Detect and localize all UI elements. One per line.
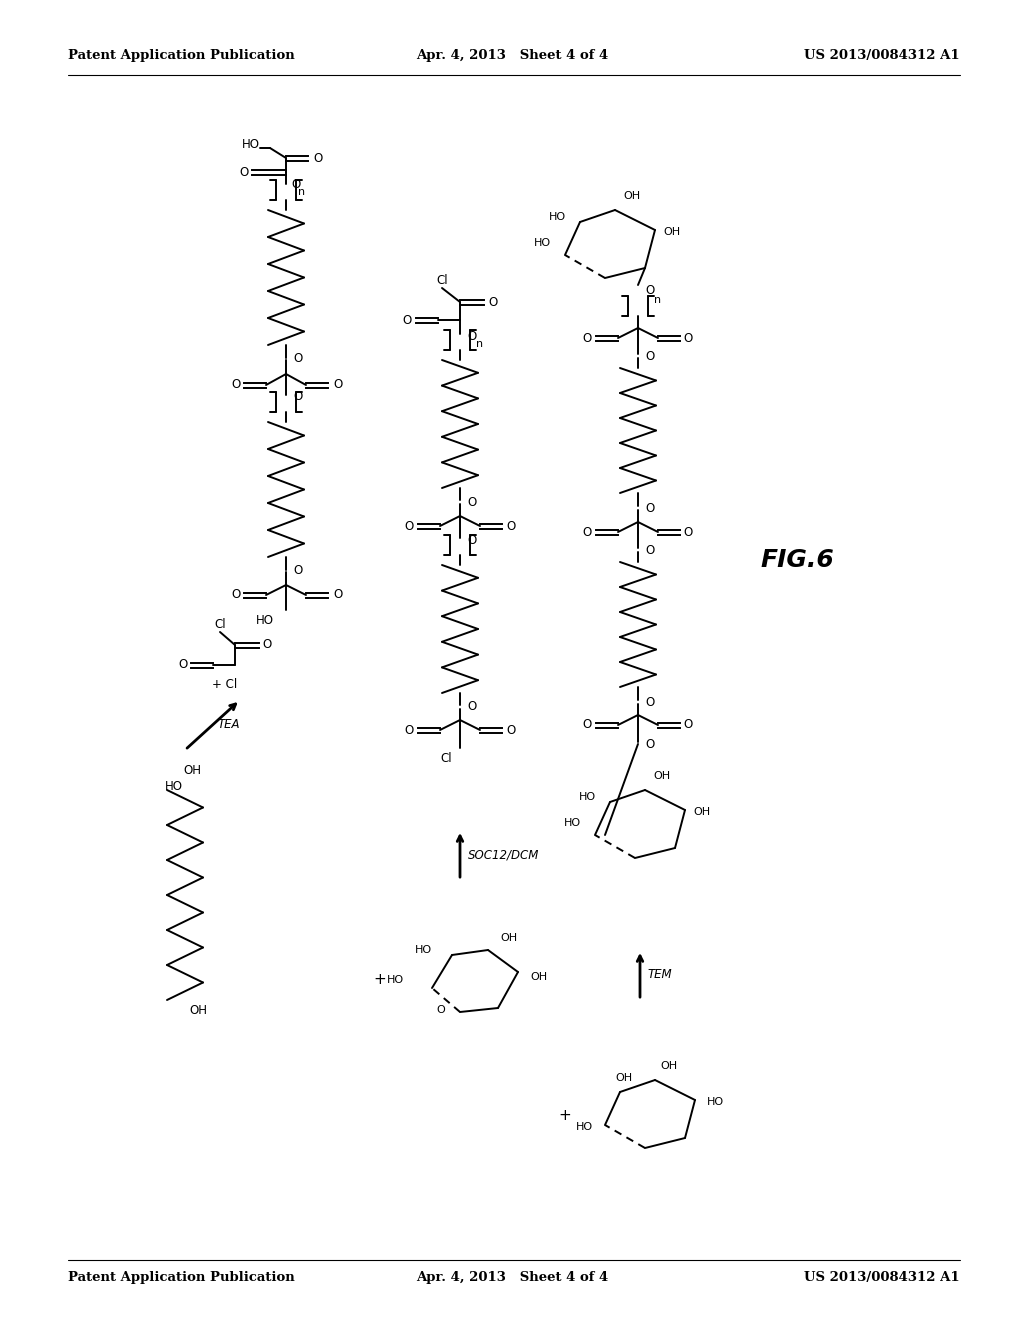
Text: O: O — [583, 525, 592, 539]
Text: O: O — [467, 330, 476, 342]
Text: O: O — [583, 718, 592, 731]
Text: n: n — [654, 294, 662, 305]
Text: O: O — [645, 544, 654, 557]
Text: O: O — [683, 718, 692, 731]
Text: US 2013/0084312 A1: US 2013/0084312 A1 — [805, 49, 961, 62]
Text: OH: OH — [500, 933, 517, 942]
Text: Apr. 4, 2013   Sheet 4 of 4: Apr. 4, 2013 Sheet 4 of 4 — [416, 49, 608, 62]
Text: +: + — [374, 973, 386, 987]
Text: O: O — [467, 701, 476, 714]
Text: O: O — [293, 351, 303, 364]
Text: Apr. 4, 2013   Sheet 4 of 4: Apr. 4, 2013 Sheet 4 of 4 — [416, 1271, 608, 1284]
Text: O: O — [467, 533, 476, 546]
Text: Cl: Cl — [214, 619, 226, 631]
Text: n: n — [298, 187, 305, 197]
Text: OH: OH — [693, 807, 710, 817]
Text: O: O — [178, 659, 187, 672]
Text: OH: OH — [663, 227, 680, 238]
Text: OH: OH — [653, 771, 670, 781]
Text: Patent Application Publication: Patent Application Publication — [68, 1271, 295, 1284]
Text: HO: HO — [415, 945, 432, 954]
Text: Cl: Cl — [436, 273, 447, 286]
Text: TEM: TEM — [648, 969, 673, 982]
Text: HO: HO — [256, 614, 274, 627]
Text: O: O — [334, 589, 343, 602]
Text: O: O — [436, 1005, 445, 1015]
Text: OH: OH — [615, 1073, 632, 1082]
Text: TEA: TEA — [217, 718, 240, 731]
Text: O: O — [488, 296, 498, 309]
Text: OH: OH — [623, 191, 640, 201]
Text: FIG.6: FIG.6 — [760, 548, 834, 572]
Text: SOC12/DCM: SOC12/DCM — [468, 849, 540, 862]
Text: O: O — [645, 738, 654, 751]
Text: O: O — [231, 589, 241, 602]
Text: n: n — [476, 339, 483, 348]
Text: OH: OH — [183, 764, 201, 777]
Text: HO: HO — [549, 213, 566, 222]
Text: +: + — [559, 1107, 571, 1122]
Text: O: O — [313, 152, 323, 165]
Text: OH: OH — [189, 1003, 207, 1016]
Text: + Cl: + Cl — [212, 678, 238, 692]
Text: Cl: Cl — [440, 751, 452, 764]
Text: O: O — [293, 391, 303, 404]
Text: OH: OH — [660, 1061, 677, 1071]
Text: O: O — [683, 525, 692, 539]
Text: HO: HO — [387, 975, 404, 985]
Text: HO: HO — [534, 238, 551, 248]
Text: O: O — [293, 564, 303, 577]
Text: O: O — [467, 495, 476, 508]
Text: O: O — [583, 331, 592, 345]
Text: O: O — [334, 379, 343, 392]
Text: HO: HO — [579, 792, 596, 803]
Text: US 2013/0084312 A1: US 2013/0084312 A1 — [805, 1271, 961, 1284]
Text: O: O — [240, 165, 249, 178]
Text: O: O — [231, 379, 241, 392]
Text: O: O — [507, 723, 516, 737]
Text: HO: HO — [575, 1122, 593, 1133]
Text: O: O — [683, 331, 692, 345]
Text: HO: HO — [564, 818, 581, 828]
Text: O: O — [404, 520, 414, 532]
Text: O: O — [645, 696, 654, 709]
Text: HO: HO — [707, 1097, 724, 1107]
Text: O: O — [645, 284, 654, 297]
Text: OH: OH — [530, 972, 547, 982]
Text: O: O — [645, 350, 654, 363]
Text: O: O — [404, 723, 414, 737]
Text: O: O — [402, 314, 412, 326]
Text: Patent Application Publication: Patent Application Publication — [68, 49, 295, 62]
Text: O: O — [507, 520, 516, 532]
Text: O: O — [292, 177, 301, 190]
Text: HO: HO — [165, 780, 183, 792]
Text: HO: HO — [242, 139, 260, 152]
Text: O: O — [262, 639, 271, 652]
Text: O: O — [645, 502, 654, 515]
